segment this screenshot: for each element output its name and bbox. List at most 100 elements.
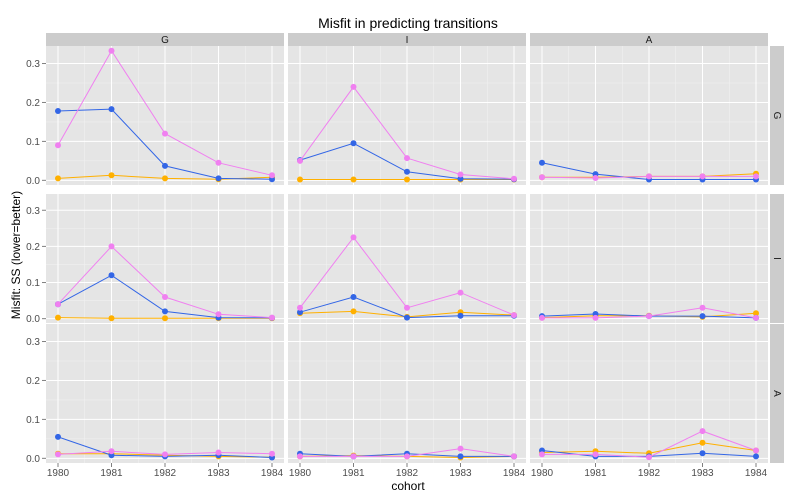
y-tick-label: 0.0 <box>26 314 40 325</box>
x-tick-label: 1982 <box>396 468 419 479</box>
data-point-blue <box>162 308 168 315</box>
facet-panel <box>46 194 284 323</box>
x-tick-label: 1982 <box>638 468 661 479</box>
y-tick-label: 0.3 <box>26 337 40 348</box>
y-axis-title: Misfit: SS (lower=better) <box>9 191 23 319</box>
data-point-pink <box>699 428 706 435</box>
x-tick-label: 1984 <box>745 468 768 479</box>
data-point-blue <box>404 314 410 321</box>
y-tick-label: 0.2 <box>26 376 40 387</box>
data-point-pink <box>162 130 168 137</box>
column-strip <box>530 33 768 46</box>
x-axis-title: cohort <box>391 479 425 493</box>
data-point-pink <box>511 175 517 182</box>
row-strip-label: A <box>771 390 782 397</box>
column-strip <box>46 33 284 46</box>
data-point-pink <box>592 175 599 181</box>
x-tick-label: 1981 <box>342 468 365 479</box>
x-tick-label: 1980 <box>531 468 554 479</box>
column-strip-label: G <box>161 35 169 46</box>
data-point-orange <box>108 172 115 179</box>
facet-panel <box>530 46 768 185</box>
data-point-pink <box>269 450 275 457</box>
data-point-pink <box>269 314 275 321</box>
data-point-blue <box>215 175 222 182</box>
row-strip-label: I <box>771 257 782 260</box>
data-point-orange <box>699 439 706 446</box>
x-tick-label: 1980 <box>289 468 312 479</box>
row-strip-label: G <box>771 112 782 120</box>
panels-layer: G I A G I A 0.0 0.1 0.2 0.3 0.0 0.1 0.2 0.3 0.0 0.1 0.2 0… <box>26 33 784 479</box>
x-tick-label: 1981 <box>584 468 607 479</box>
data-point-orange <box>162 175 168 182</box>
data-point-pink <box>539 314 545 321</box>
data-point-pink <box>511 312 517 319</box>
data-point-pink <box>350 453 357 460</box>
y-tick-label: 0.1 <box>26 415 40 426</box>
data-point-orange <box>55 175 61 182</box>
data-point-pink <box>592 314 599 321</box>
y-tick-label: 0.0 <box>26 176 40 187</box>
data-point-pink <box>215 311 222 318</box>
y-tick-label: 0.3 <box>26 206 40 217</box>
data-point-blue <box>297 309 303 316</box>
y-tick-label: 0.2 <box>26 98 40 109</box>
data-point-blue <box>457 312 464 319</box>
facet-panel <box>288 324 526 463</box>
data-point-blue <box>457 175 464 182</box>
data-point-pink <box>539 451 545 458</box>
data-point-blue <box>699 313 706 320</box>
column-strip <box>288 33 526 46</box>
data-point-pink <box>108 243 115 250</box>
data-point-blue <box>699 450 706 457</box>
data-point-blue <box>350 294 357 300</box>
row-strip <box>770 46 784 185</box>
data-point-blue <box>108 106 115 113</box>
chart-title: Misfit in predicting transitions <box>318 15 498 31</box>
data-point-orange <box>55 314 61 321</box>
data-point-blue <box>108 272 115 279</box>
data-point-pink <box>646 173 652 180</box>
data-point-pink <box>457 289 464 296</box>
data-point-pink <box>55 142 61 149</box>
data-point-pink <box>539 174 545 181</box>
data-point-pink <box>457 171 464 178</box>
data-point-pink <box>404 453 410 460</box>
data-point-orange <box>350 308 357 315</box>
data-point-pink <box>297 304 303 311</box>
data-point-pink <box>269 172 275 179</box>
data-point-pink <box>699 304 706 311</box>
data-point-pink <box>297 157 303 164</box>
data-point-pink <box>350 83 357 90</box>
x-tick-label: 1982 <box>154 468 177 479</box>
x-tick-label: 1984 <box>503 468 526 479</box>
data-point-pink <box>699 173 706 180</box>
x-tick-label: 1980 <box>47 468 70 479</box>
data-point-pink <box>404 155 410 162</box>
column-strip-label: A <box>646 35 653 46</box>
data-point-orange <box>350 176 357 183</box>
data-point-blue <box>55 108 61 114</box>
data-point-pink <box>646 454 652 461</box>
data-point-orange <box>297 176 303 183</box>
data-point-pink <box>55 301 61 308</box>
data-point-pink <box>108 47 115 54</box>
x-tick-label: 1981 <box>100 468 123 479</box>
x-tick-label: 1983 <box>449 468 472 479</box>
data-point-pink <box>108 448 115 455</box>
facet-panel <box>288 194 526 323</box>
data-point-blue <box>404 168 410 175</box>
data-point-orange <box>753 310 759 317</box>
y-tick-label: 0.2 <box>26 242 40 253</box>
y-tick-label: 0.0 <box>26 454 40 465</box>
data-point-blue <box>753 453 759 460</box>
data-point-pink <box>350 234 357 241</box>
data-point-blue <box>539 159 545 166</box>
facet-panel <box>46 324 284 463</box>
data-point-blue <box>162 162 168 169</box>
data-point-pink <box>646 313 652 320</box>
data-point-blue <box>457 453 464 460</box>
data-point-pink <box>753 447 759 454</box>
facet-panel <box>530 194 768 323</box>
